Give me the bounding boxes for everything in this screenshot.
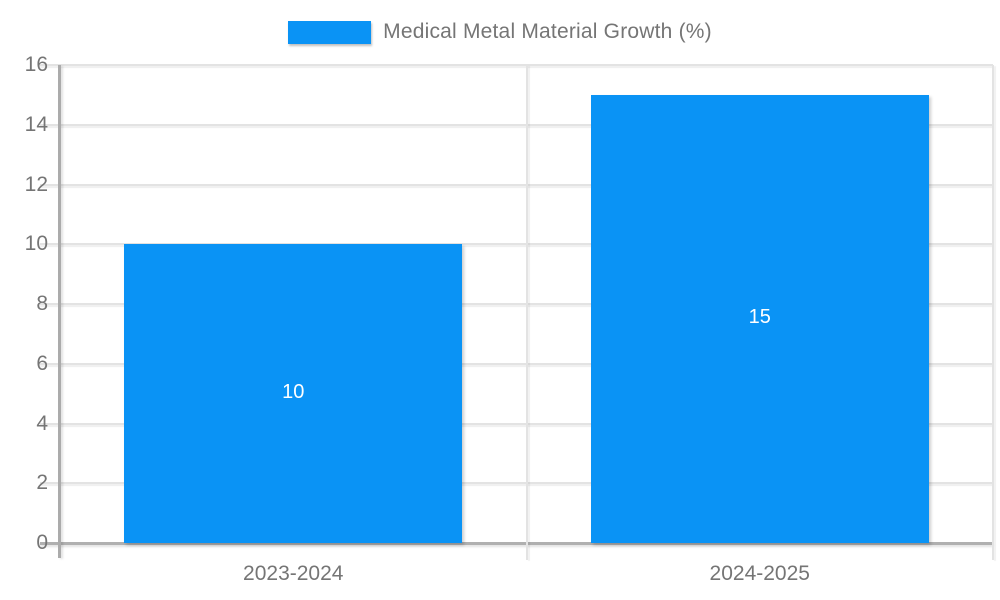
gridline: [40, 123, 993, 126]
y-tick-label: 16: [24, 53, 48, 76]
y-tick-label: 4: [36, 411, 48, 435]
y-tick-label: 6: [36, 351, 48, 375]
bar-value-label: 15: [748, 305, 771, 328]
gridline: [40, 482, 993, 485]
bar: [124, 244, 463, 543]
gridline: [40, 422, 993, 425]
legend-label: Medical Metal Material Growth (%): [383, 20, 712, 43]
legend[interactable]: Medical Metal Material Growth (%): [0, 20, 1000, 44]
gridline: [40, 243, 993, 246]
y-tick-label: 12: [24, 172, 48, 196]
x-axis-line: [40, 542, 993, 545]
category-separator: [525, 65, 528, 560]
plot-right-border: [992, 65, 994, 560]
y-tick-label: 8: [36, 292, 48, 315]
x-tick-label: 2024-2025: [709, 562, 810, 585]
legend-swatch: [288, 20, 372, 44]
y-tick-label: 14: [24, 112, 48, 136]
y-axis-line: [58, 65, 61, 558]
gridline: [40, 183, 993, 186]
bar: [590, 94, 929, 543]
gridline: [40, 303, 993, 305]
y-tick-label: 10: [24, 232, 48, 256]
y-tick-label: 0: [36, 531, 48, 554]
gridline: [40, 362, 993, 365]
y-tick-label: 2: [36, 471, 48, 495]
gridline: [40, 64, 993, 66]
x-tick-label: 2023-2024: [243, 562, 344, 585]
bar-value-label: 10: [282, 380, 305, 403]
